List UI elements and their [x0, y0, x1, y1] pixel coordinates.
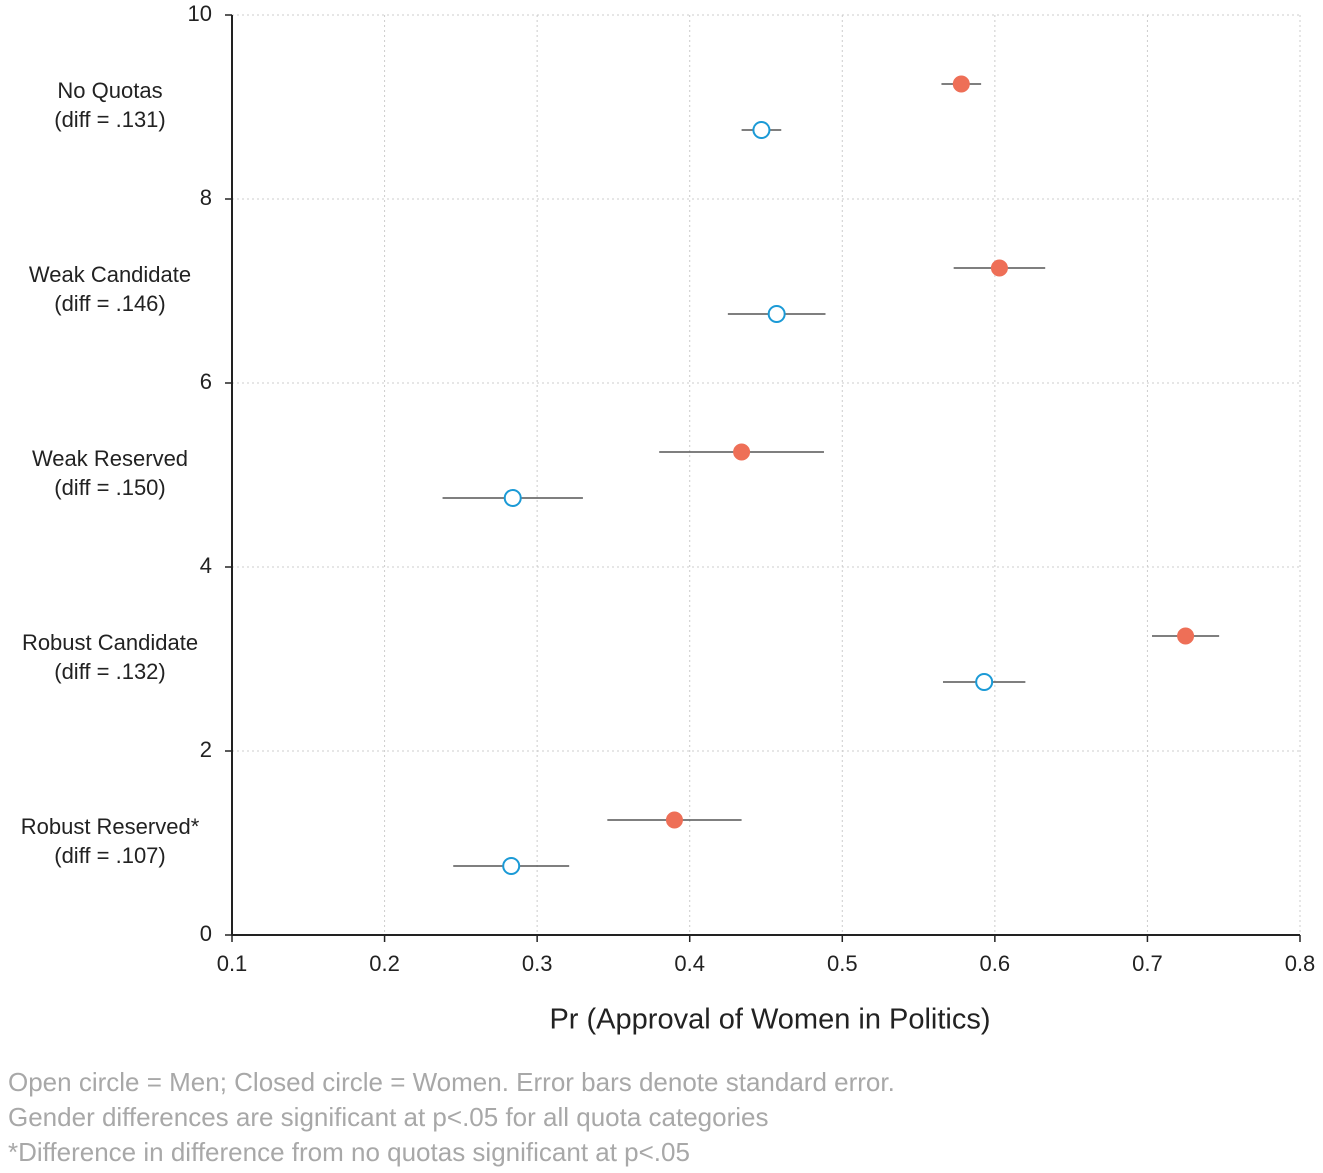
x-tick-label: 0.2: [369, 951, 400, 976]
x-tick-label: 0.1: [217, 951, 248, 976]
x-axis-label: Pr (Approval of Women in Politics): [549, 1004, 990, 1036]
group-label: Weak Candidate: [29, 262, 191, 287]
x-tick-label: 0.7: [1132, 951, 1163, 976]
point: [990, 259, 1008, 277]
point: [502, 857, 521, 875]
group-diff: (diff = .131): [54, 107, 166, 132]
point: [975, 673, 994, 691]
group-label: Weak Reserved: [32, 446, 188, 471]
point: [733, 443, 751, 461]
note: Gender differences are significant at p<…: [8, 1102, 769, 1132]
x-tick-label: 0.8: [1285, 951, 1316, 976]
group-diff: (diff = .132): [54, 659, 166, 684]
point: [503, 489, 522, 507]
y-tick-label: 0: [200, 921, 212, 946]
y-tick-label: 10: [188, 1, 212, 26]
x-tick-label: 0.3: [522, 951, 553, 976]
point: [752, 121, 771, 139]
group-diff: (diff = .107): [54, 843, 166, 868]
x-tick-label: 0.4: [674, 951, 705, 976]
point: [767, 305, 786, 323]
y-tick-label: 2: [200, 737, 212, 762]
y-tick-label: 4: [200, 553, 212, 578]
x-tick-label: 0.5: [827, 951, 858, 976]
group-diff: (diff = .150): [54, 475, 166, 500]
point: [1177, 627, 1195, 645]
note: *Difference in difference from no quotas…: [8, 1137, 690, 1167]
group-diff: (diff = .146): [54, 291, 166, 316]
y-tick-label: 8: [200, 185, 212, 210]
note: Open circle = Men; Closed circle = Women…: [8, 1067, 895, 1097]
group-label: Robust Candidate: [22, 630, 198, 655]
group-label: Robust Reserved*: [21, 814, 200, 839]
group-label: No Quotas: [57, 78, 162, 103]
x-tick-label: 0.6: [980, 951, 1011, 976]
point: [952, 75, 970, 93]
point: [665, 811, 683, 829]
y-tick-label: 6: [200, 369, 212, 394]
